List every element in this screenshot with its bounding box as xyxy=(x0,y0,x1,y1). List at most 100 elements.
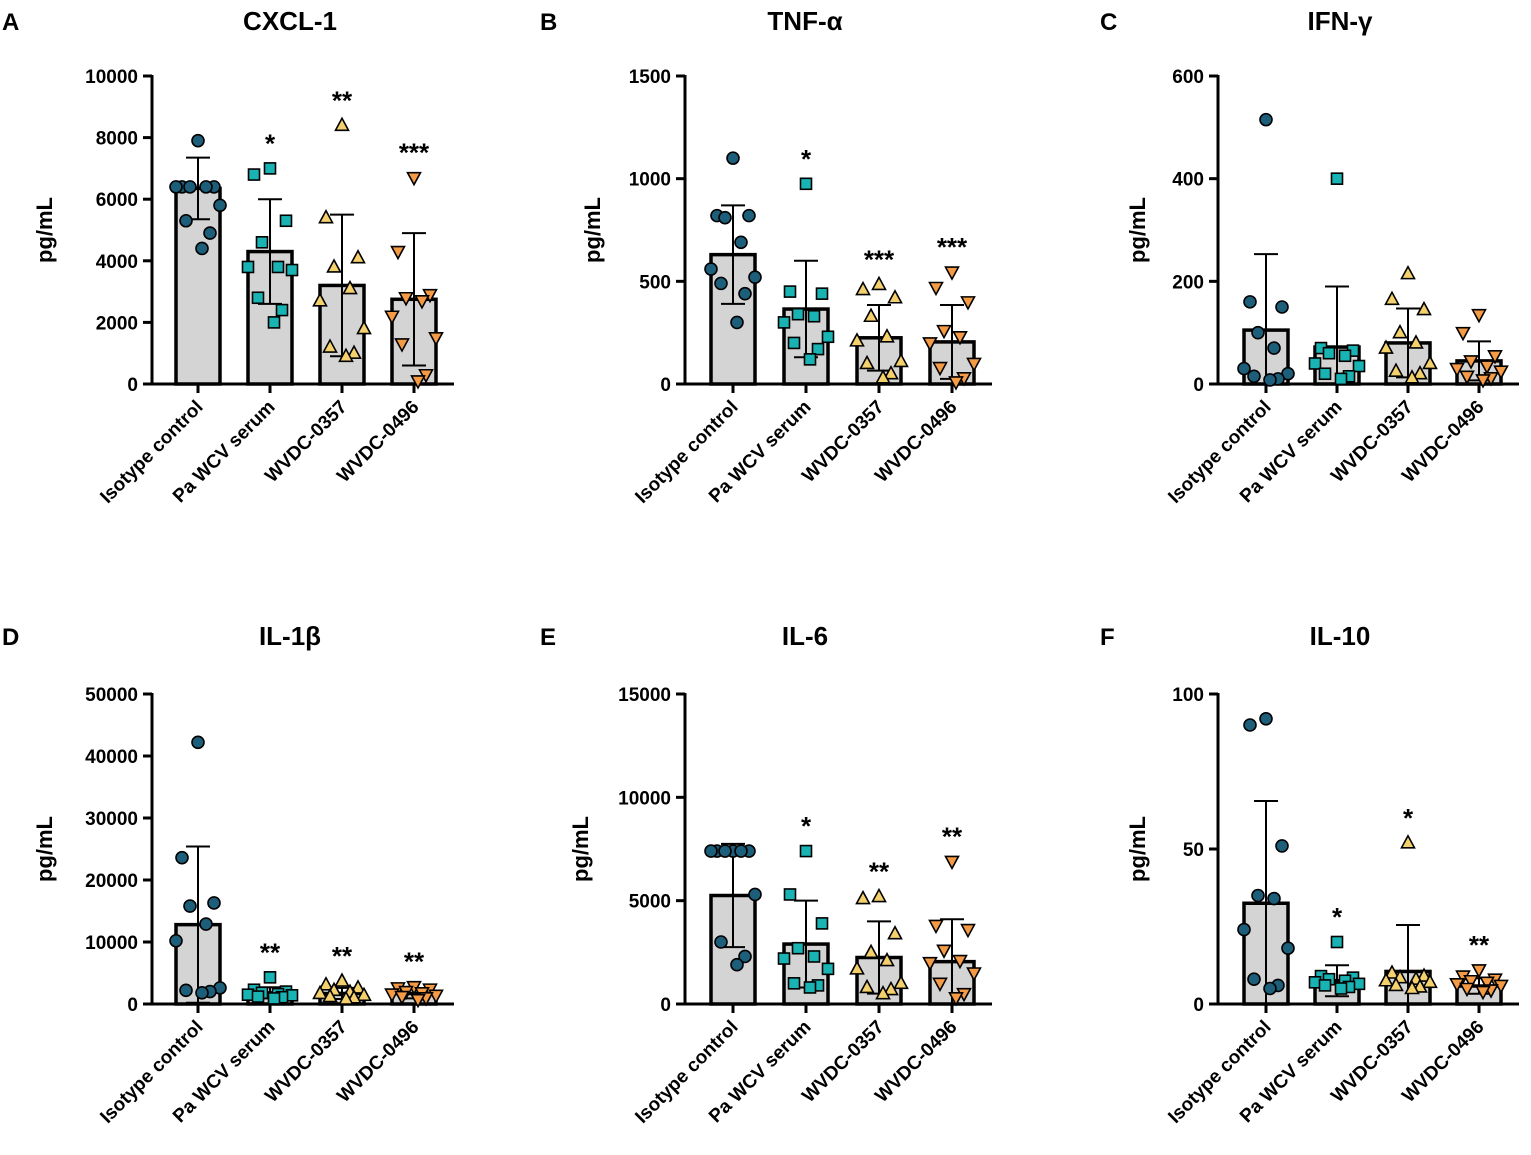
data-point xyxy=(247,168,261,181)
data-point xyxy=(871,887,887,903)
data-point xyxy=(1392,323,1408,339)
data-point xyxy=(207,896,221,910)
data-point xyxy=(356,319,372,335)
data-point xyxy=(928,281,944,297)
data-point xyxy=(199,180,213,194)
data-point xyxy=(821,962,835,976)
panel-letter: B xyxy=(540,9,557,36)
data-point xyxy=(714,276,728,291)
significance-label: * xyxy=(1332,902,1343,932)
chart-title: IL-6 xyxy=(782,621,828,651)
data-point xyxy=(338,347,354,363)
data-point xyxy=(948,376,964,391)
data-point xyxy=(1352,359,1366,373)
data-point xyxy=(1400,834,1416,849)
data-point xyxy=(960,296,976,311)
data-point xyxy=(1449,362,1465,378)
significance-label: * xyxy=(265,128,276,158)
panel-letter: D xyxy=(2,624,19,651)
data-point xyxy=(1267,891,1281,906)
data-point xyxy=(346,344,362,360)
data-point xyxy=(799,177,813,191)
data-point xyxy=(406,171,422,187)
data-point xyxy=(1308,357,1322,370)
data-point xyxy=(183,899,197,913)
significance-label: ** xyxy=(942,821,963,851)
panel-letter: A xyxy=(2,9,19,36)
data-point xyxy=(966,357,982,373)
data-point xyxy=(893,352,909,368)
data-point xyxy=(879,328,895,343)
data-point xyxy=(718,844,732,858)
data-point xyxy=(203,226,217,240)
data-point xyxy=(815,917,829,930)
y-tick-label: 6000 xyxy=(96,190,138,211)
data-point xyxy=(251,291,265,305)
data-point xyxy=(1275,839,1289,853)
data-point xyxy=(855,889,871,905)
data-point xyxy=(879,951,895,967)
data-point xyxy=(183,180,197,194)
data-point xyxy=(410,375,426,390)
y-tick-label: 10000 xyxy=(85,67,138,88)
data-point xyxy=(322,338,338,353)
data-point xyxy=(1237,361,1251,376)
data-point xyxy=(887,925,903,940)
data-point xyxy=(1338,349,1352,363)
chart-title: IL-1β xyxy=(259,621,321,651)
data-point xyxy=(944,855,960,871)
data-point xyxy=(849,960,865,975)
data-point xyxy=(1243,718,1257,732)
data-point xyxy=(1493,979,1509,995)
y-tick-label: 5000 xyxy=(629,892,671,913)
data-point xyxy=(191,735,205,750)
y-tick-label: 50000 xyxy=(85,685,138,706)
data-point xyxy=(863,943,879,959)
data-point xyxy=(1330,935,1344,949)
data-point xyxy=(312,984,328,1000)
data-point xyxy=(1463,974,1479,990)
y-tick-label: 0 xyxy=(1193,375,1204,396)
y-tick-label: 20000 xyxy=(85,871,138,892)
data-point xyxy=(748,887,762,902)
data-point xyxy=(384,310,400,325)
data-point xyxy=(1247,972,1261,987)
data-point xyxy=(1459,982,1475,998)
data-point xyxy=(922,956,938,972)
data-point xyxy=(1384,964,1400,979)
data-point xyxy=(871,275,887,291)
data-point xyxy=(730,315,744,330)
data-point xyxy=(803,353,817,366)
data-point xyxy=(255,236,269,249)
data-point xyxy=(322,987,338,1003)
data-point xyxy=(195,986,209,1000)
data-point xyxy=(1318,979,1332,992)
data-point xyxy=(748,270,762,285)
significance-label: ** xyxy=(260,937,281,967)
data-point xyxy=(312,292,328,307)
data-point xyxy=(195,241,209,256)
significance-label: * xyxy=(801,811,812,841)
y-tick-label: 0 xyxy=(127,375,138,396)
y-tick-label: 0 xyxy=(127,995,138,1016)
chart-title: IL-10 xyxy=(1310,621,1371,651)
data-point xyxy=(859,978,875,994)
data-point xyxy=(1487,349,1503,365)
data-point xyxy=(849,332,865,347)
data-point xyxy=(1259,112,1273,127)
panel-letter: C xyxy=(1100,9,1117,36)
data-point xyxy=(1459,370,1475,385)
data-point xyxy=(199,917,213,931)
y-tick-label: 0 xyxy=(660,995,671,1016)
data-point xyxy=(1449,978,1465,993)
data-point xyxy=(1378,339,1394,354)
data-point xyxy=(803,981,817,994)
data-point xyxy=(777,316,791,329)
data-point xyxy=(1408,334,1424,349)
data-point xyxy=(271,260,285,274)
data-point xyxy=(1267,341,1281,355)
chart-title: TNF-α xyxy=(767,6,842,36)
